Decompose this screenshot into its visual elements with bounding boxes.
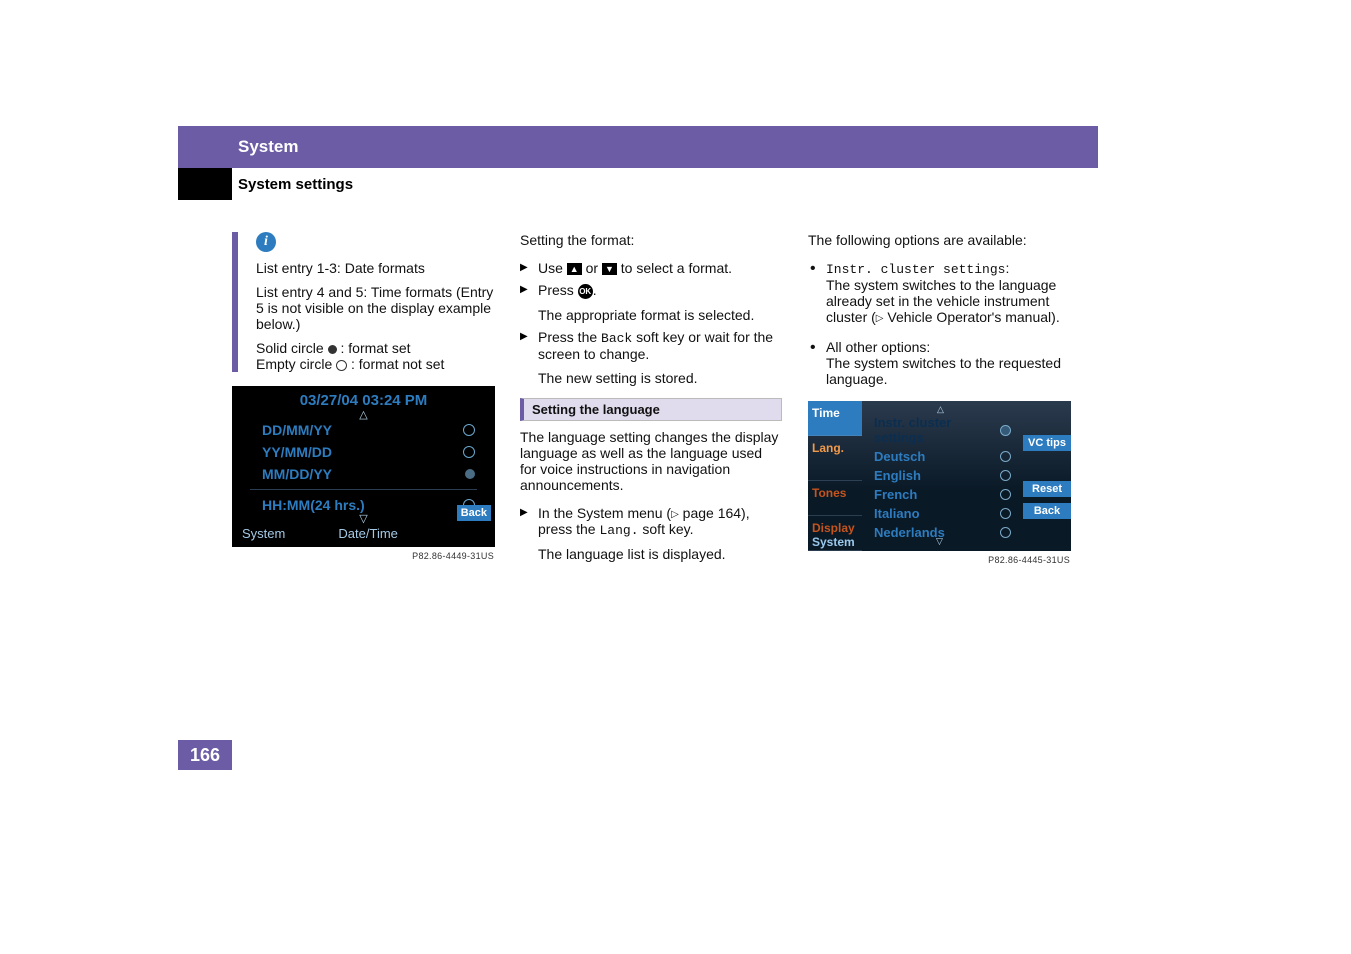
language-steps: In the System menu (▷ page 164), press t…: [520, 505, 782, 562]
ss1-bottom-bar: System Date/Time: [240, 522, 487, 543]
step-2: Press OK. The appropriate format is sele…: [520, 282, 782, 323]
options-intro: The following options are available:: [808, 232, 1070, 248]
column-2: Setting the format: Use ▲ or ▼ to select…: [520, 232, 782, 574]
xref-icon: ▷: [876, 313, 884, 324]
section-title: System settings: [238, 176, 353, 193]
radio-empty-icon: [1000, 508, 1011, 519]
header-side-block: [178, 126, 232, 168]
lang-row: English: [868, 466, 1013, 485]
info-line-2: List entry 4 and 5: Time formats (Entry …: [256, 284, 494, 332]
radio-empty-icon: [1000, 527, 1011, 538]
up-key-icon: ▲: [567, 263, 582, 275]
figure-caption-1: P82.86-4449-31US: [232, 551, 494, 561]
lang-row: Deutsch: [868, 447, 1013, 466]
up-arrow-icon: △: [868, 405, 1013, 413]
info-text: List entry 1-3: Date formats List entry …: [256, 260, 494, 372]
step-1: Use ▲ or ▼ to select a format.: [520, 260, 782, 276]
chapter-title: System: [238, 137, 298, 157]
language-screenshot: Time Lang. Tones Display △ Instr. cluste…: [808, 401, 1071, 551]
back-softkey: Back: [1023, 503, 1071, 519]
xref-icon: ▷: [671, 509, 679, 520]
section-header: System settings: [232, 168, 1098, 200]
figure-caption-2: P82.86-4445-31US: [808, 555, 1070, 565]
format-row: MM/DD/YY: [240, 463, 487, 485]
chapter-header: System: [232, 126, 1098, 168]
back-softkey: Back: [457, 505, 491, 521]
lang-step-1: In the System menu (▷ page 164), press t…: [520, 505, 782, 562]
radio-empty-icon: [1000, 451, 1011, 462]
option-1: Instr. cluster settings: The system swit…: [808, 260, 1070, 325]
column-1: i List entry 1-3: Date formats List entr…: [232, 232, 494, 574]
up-arrow-icon: △: [240, 411, 487, 419]
lang-row: Instr. cluster settings: [868, 413, 1013, 447]
setting-format-heading: Setting the format:: [520, 232, 782, 248]
reset-softkey: Reset: [1023, 481, 1071, 497]
down-key-icon: ▼: [602, 263, 617, 275]
tab-lang: Lang.: [808, 436, 862, 481]
ok-key-icon: OK: [578, 284, 593, 299]
ss2-left-tabs: Time Lang. Tones Display: [808, 401, 862, 551]
content-columns: i List entry 1-3: Date formats List entr…: [232, 232, 1092, 574]
radio-empty-icon: [1000, 470, 1011, 481]
tab-time: Time: [808, 401, 862, 436]
lang-row: French: [868, 485, 1013, 504]
language-section-header: Setting the language: [520, 398, 782, 421]
info-box: i List entry 1-3: Date formats List entr…: [232, 232, 494, 372]
format-row: DD/MM/YY: [240, 419, 487, 441]
format-steps: Use ▲ or ▼ to select a format. Press OK.…: [520, 260, 782, 386]
info-icon: i: [256, 232, 276, 252]
page-number: 166: [178, 740, 232, 770]
step-3: Press the Back soft key or wait for the …: [520, 329, 782, 386]
ss2-right-buttons: VC tips Reset Back: [1019, 401, 1071, 519]
document-page: System System settings i List entry 1-3:…: [0, 0, 1351, 126]
radio-empty-icon: [463, 424, 475, 436]
options-list: Instr. cluster settings: The system swit…: [808, 260, 1070, 387]
info-solid-line: Solid circle : format set Empty circle :…: [256, 340, 494, 372]
down-arrow-icon: ▽: [936, 536, 943, 547]
info-line-1: List entry 1-3: Date formats: [256, 260, 494, 276]
tab-tones: Tones: [808, 481, 862, 516]
radio-filled-icon: [465, 469, 475, 479]
option-2: All other options: The system switches t…: [808, 339, 1070, 387]
lang-row: Italiano: [868, 504, 1013, 523]
ss2-center-list: △ Instr. cluster settings Deutsch Englis…: [862, 401, 1019, 531]
vctips-softkey: VC tips: [1023, 435, 1071, 451]
radio-filled-icon: [1000, 425, 1011, 436]
language-intro: The language setting changes the display…: [520, 429, 782, 493]
radio-empty-icon: [463, 446, 475, 458]
header-side-black: [178, 168, 232, 200]
empty-circle-icon: [336, 360, 347, 371]
format-row: YY/MM/DD: [240, 441, 487, 463]
ss2-bottom-label: System: [812, 535, 855, 549]
filled-circle-icon: [328, 345, 337, 354]
date-time-screenshot: 03/27/04 03:24 PM △ DD/MM/YY YY/MM/DD MM…: [232, 386, 495, 547]
divider: [250, 489, 477, 490]
column-3: The following options are available: Ins…: [808, 232, 1070, 574]
radio-empty-icon: [1000, 489, 1011, 500]
